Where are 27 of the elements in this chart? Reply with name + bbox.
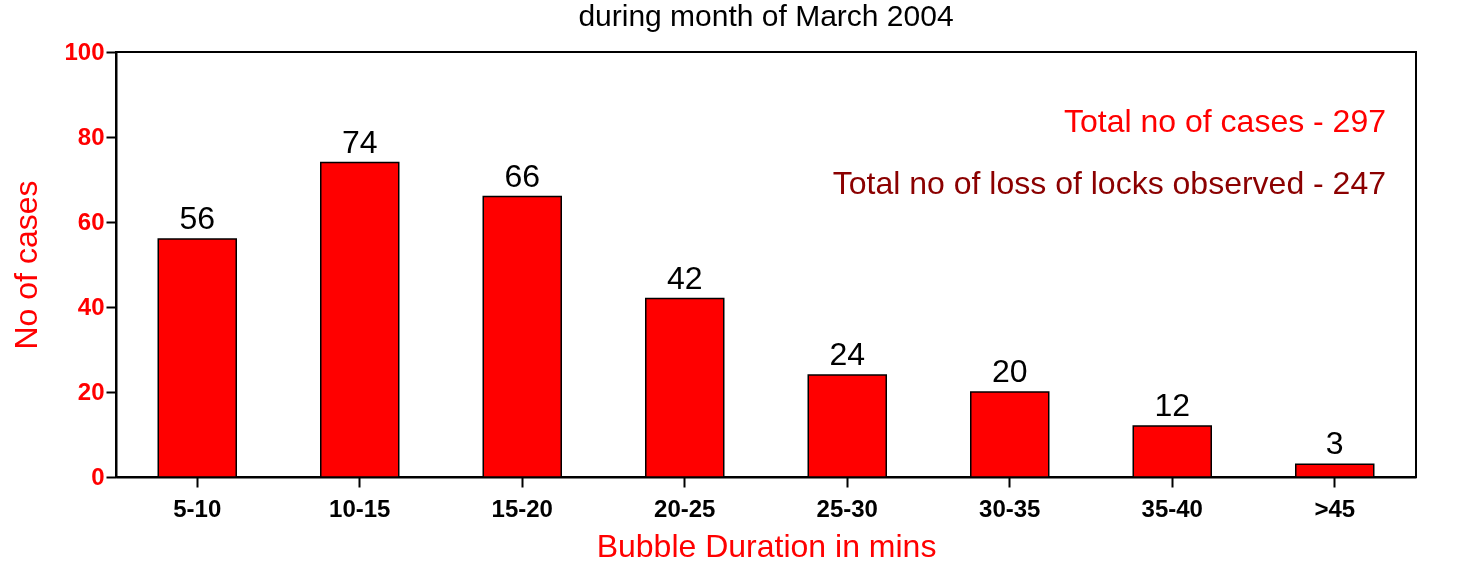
x-tick-label: 35-40 bbox=[1141, 494, 1203, 522]
y-tick-label: 100 bbox=[64, 37, 105, 65]
y-tick-label: 80 bbox=[77, 122, 105, 150]
x-tick-label: 5-10 bbox=[173, 494, 222, 522]
x-tick-label: 10-15 bbox=[329, 494, 391, 522]
x-tick-label: 30-35 bbox=[979, 494, 1041, 522]
chart-title: during month of March 2004 bbox=[578, 0, 954, 32]
data-label: 3 bbox=[1325, 425, 1344, 462]
y-tick-label: 60 bbox=[77, 207, 105, 235]
data-label: 12 bbox=[1154, 387, 1191, 423]
x-tick-label: 15-20 bbox=[491, 494, 553, 522]
y-tick-label: 20 bbox=[77, 377, 105, 405]
data-label: 24 bbox=[829, 336, 866, 372]
y-tick-label: 0 bbox=[91, 462, 105, 490]
x-axis-title: Bubble Duration in mins bbox=[596, 527, 937, 564]
x-tick-label: >45 bbox=[1314, 494, 1356, 522]
data-label: 20 bbox=[991, 353, 1028, 389]
y-tick-label: 40 bbox=[77, 292, 105, 320]
data-label: 74 bbox=[341, 123, 378, 160]
annotation: Total no of cases - 297 bbox=[1064, 103, 1386, 139]
data-label: 56 bbox=[179, 200, 216, 236]
data-label: 42 bbox=[666, 259, 703, 296]
y-axis-title: No of cases bbox=[8, 180, 45, 350]
x-tick-label: 20-25 bbox=[654, 494, 716, 522]
x-tick-label: 25-30 bbox=[816, 494, 878, 522]
data-label: 66 bbox=[504, 157, 541, 194]
annotation: Total no of loss of locks observed - 247 bbox=[832, 165, 1386, 201]
